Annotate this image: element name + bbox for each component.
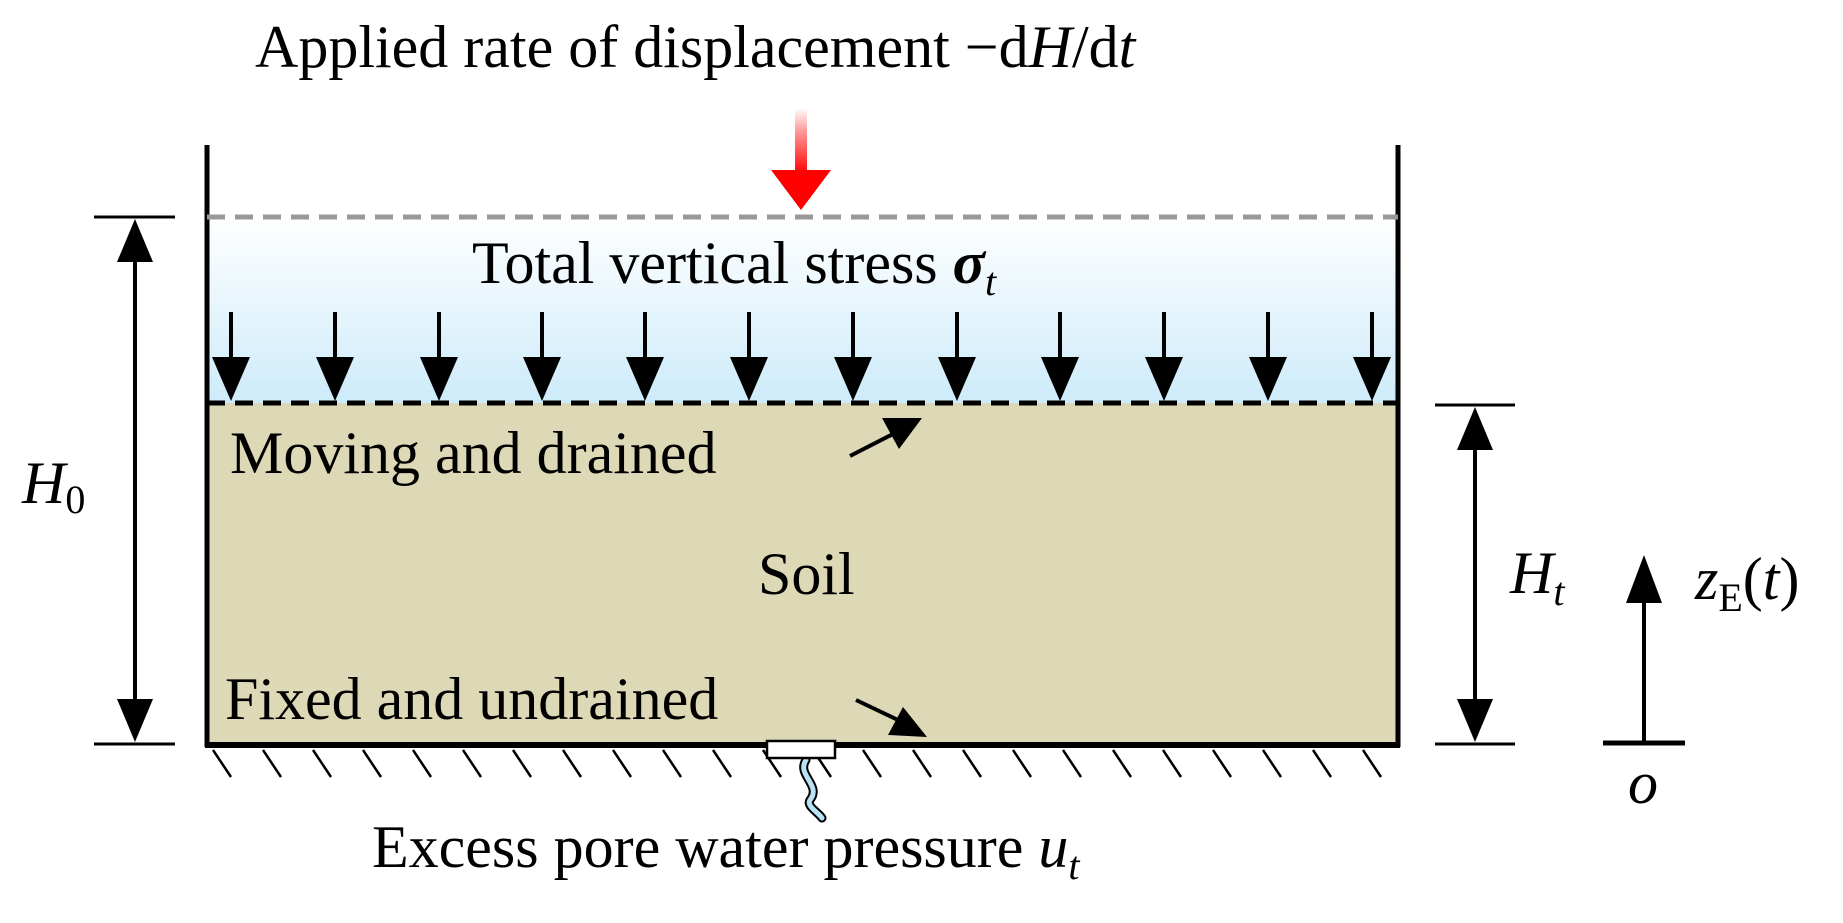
water-zone — [207, 217, 1398, 403]
hatch-line — [1261, 749, 1283, 778]
hatch-line — [411, 749, 433, 778]
hatch-line — [361, 749, 383, 778]
red-down-arrow-icon — [771, 108, 831, 210]
pore-pressure-label: Excess pore water pressure ut — [372, 814, 1080, 888]
down-arrow-icon — [1145, 312, 1183, 401]
hatch-line — [1311, 749, 1333, 778]
hatch-line — [561, 749, 583, 778]
down-arrow-icon — [938, 312, 976, 401]
moving-drained-pointer-arrow — [849, 418, 922, 458]
total-stress-label: Total vertical stress σt — [472, 230, 997, 304]
h0-label: H0 — [21, 450, 85, 522]
moving-drained-label: Moving and drained — [230, 420, 717, 486]
hatch-line — [1111, 749, 1133, 778]
down-arrow-icon — [834, 312, 872, 401]
applied-rate-label: Applied rate of displacement −dH/dt — [255, 14, 1137, 80]
down-arrow-icon — [420, 312, 458, 401]
z-axis — [1603, 555, 1685, 746]
fixed-undrained-label: Fixed and undrained — [225, 666, 718, 732]
hatched-ground-icon — [211, 749, 1383, 778]
hatch-line — [911, 749, 933, 778]
hatch-line — [1161, 749, 1183, 778]
hatch-line — [661, 749, 683, 778]
down-arrow-icon — [1041, 312, 1079, 401]
hatch-line — [861, 749, 883, 778]
hatch-line — [311, 749, 333, 778]
down-arrow-icon — [1353, 312, 1391, 401]
z-label: zE(t) — [1694, 546, 1799, 620]
down-arrow-icon — [626, 312, 664, 401]
ht-label: Ht — [1509, 540, 1565, 614]
stress-arrows — [212, 312, 1391, 401]
hatch-line — [261, 749, 283, 778]
soil-body — [207, 403, 1398, 744]
hatch-line — [961, 749, 983, 778]
h0-dimension — [94, 215, 175, 746]
hatch-line — [611, 749, 633, 778]
origin-label: o — [1628, 750, 1658, 816]
hatch-line — [461, 749, 483, 778]
hatch-line — [711, 749, 733, 778]
hatch-line — [1361, 749, 1383, 778]
soil-label: Soil — [758, 541, 855, 607]
down-arrow-icon — [212, 312, 250, 401]
down-arrow-icon — [316, 312, 354, 401]
down-arrow-icon — [523, 312, 561, 401]
hatch-line — [1061, 749, 1083, 778]
fixed-undrained-pointer-arrow — [855, 698, 927, 737]
hatch-line — [1211, 749, 1233, 778]
down-arrow-icon — [730, 312, 768, 401]
pore-pressure-sensor-icon — [765, 739, 837, 823]
hatch-line — [211, 749, 233, 778]
down-arrow-icon — [1249, 312, 1287, 401]
hatch-line — [1011, 749, 1033, 778]
hatch-line — [511, 749, 533, 778]
ht-dimension — [1435, 403, 1515, 746]
